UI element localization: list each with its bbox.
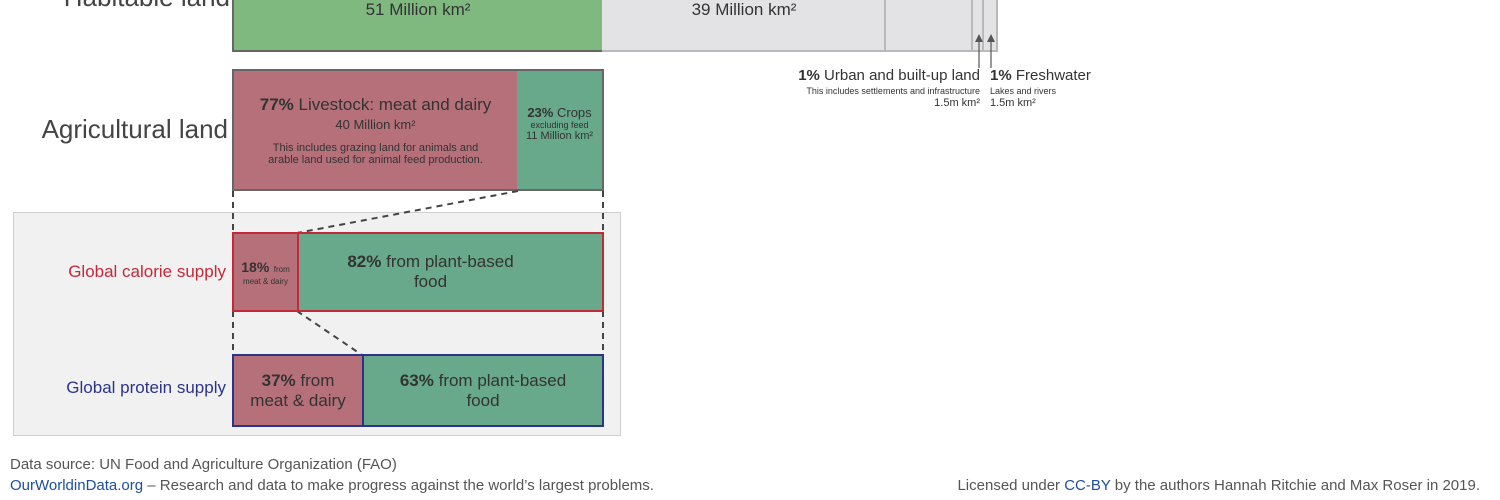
footer-site-line: OurWorldinData.org – Research and data t…	[10, 477, 654, 494]
calorie-meat-segment: 18% from meat & dairy	[234, 234, 299, 310]
grey-divider-1	[884, 0, 886, 52]
crops-title: Crops	[556, 105, 592, 120]
owid-tagline: – Research and data to make progress aga…	[143, 477, 654, 494]
crops-box: 23% Crops excluding feed 11 Million km²	[517, 69, 604, 191]
habitable-other-box: 39 Million km²	[602, 0, 998, 52]
protein-meat-pct: 37%	[261, 370, 296, 390]
license-line: Licensed under CC-BY by the authors Hann…	[957, 477, 1480, 494]
calorie-plant-text: from plant-based	[386, 252, 514, 271]
crops-note: excluding feed	[530, 120, 589, 130]
urban-area: 1.5m km²	[934, 97, 980, 109]
cc-by-link[interactable]: CC-BY	[1064, 477, 1111, 494]
calorie-plant-pct: 82%	[347, 252, 382, 271]
freshwater-pct: 1%	[990, 67, 1012, 84]
data-source: Data source: UN Food and Agriculture Org…	[10, 456, 397, 473]
urban-note: This includes settlements and infrastruc…	[806, 86, 980, 96]
livestock-box: 77% Livestock: meat and dairy 40 Million…	[232, 69, 519, 191]
freshwater-note: Lakes and rivers	[990, 86, 1057, 96]
protein-plant-text-2: food	[466, 390, 500, 410]
livestock-note-2: arable land used for animal feed product…	[268, 153, 483, 166]
license-suffix: by the authors Hannah Ritchie and Max Ro…	[1110, 477, 1480, 494]
crops-pct: 23%	[527, 105, 554, 120]
freshwater-title: Freshwater	[1015, 67, 1091, 84]
protein-meat-segment: 37% from meat & dairy	[234, 356, 364, 425]
calorie-supply-label: Global calorie supply	[68, 262, 226, 281]
livestock-area: 40 Million km²	[335, 116, 416, 132]
habitable-other-area: 39 Million km²	[691, 0, 797, 19]
calorie-meat-pct: 18%	[241, 258, 270, 275]
livestock-pct: 77%	[259, 94, 294, 114]
agricultural-land-label: Agricultural land	[41, 114, 228, 144]
habitable-agriculture-box: 51 Million km²	[232, 0, 604, 52]
protein-plant-text: from plant-based	[438, 370, 567, 390]
calorie-meat-text-2: meat & dairy	[243, 276, 288, 286]
protein-meat-text: from	[300, 370, 335, 390]
urban-freshwater-arrows	[975, 34, 995, 68]
urban-title: Urban and built-up land	[824, 67, 980, 84]
calorie-plant-text-2: food	[413, 272, 448, 291]
urban-pct: 1%	[798, 67, 820, 84]
grey-divider-2	[971, 0, 973, 52]
urban-label: 1% Urban and built-up land This includes…	[740, 67, 980, 109]
calorie-meat-text: from	[273, 264, 290, 274]
protein-meat-text-2: meat & dairy	[250, 390, 346, 410]
freshwater-area: 1.5m km²	[990, 97, 1036, 109]
calorie-bar: 18% from meat & dairy 82% from plant-bas…	[232, 232, 604, 312]
habitable-land-label: Habitable land	[20, 0, 230, 13]
grey-divider-3	[982, 0, 984, 52]
protein-plant-pct: 63%	[399, 370, 434, 390]
livestock-title: Livestock: meat and dairy	[298, 94, 492, 114]
livestock-note-1: This includes grazing land for animals a…	[272, 141, 479, 154]
habitable-agriculture-area: 51 Million km²	[365, 0, 471, 19]
crops-area: 11 Million km²	[525, 130, 594, 142]
protein-bar: 37% from meat & dairy 63% from plant-bas…	[232, 354, 604, 427]
protein-plant-segment: 63% from plant-based food	[364, 356, 602, 425]
protein-supply-label: Global protein supply	[66, 378, 226, 397]
owid-link[interactable]: OurWorldinData.org	[10, 477, 144, 494]
license-prefix: Licensed under	[957, 477, 1065, 494]
calorie-plant-segment: 82% from plant-based food	[299, 234, 602, 310]
freshwater-label: 1% Freshwater Lakes and rivers 1.5m km²	[990, 67, 1150, 109]
